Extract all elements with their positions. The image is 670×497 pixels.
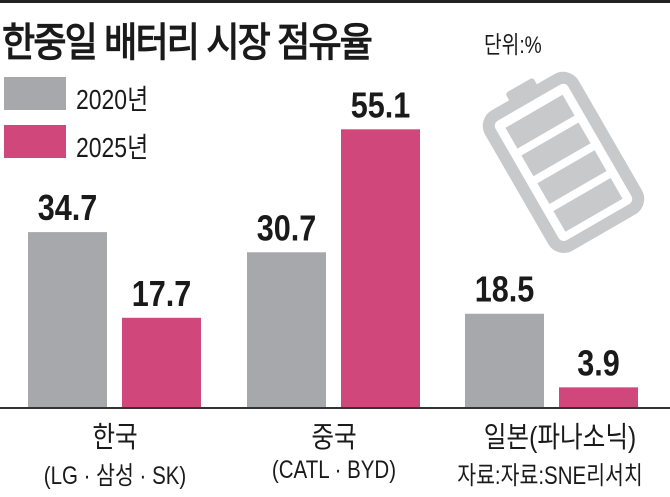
category-subtitle: (LG · 삼성 · SK) [43, 462, 187, 490]
data-label: 18.5 [475, 271, 535, 311]
data-label: 55.1 [351, 86, 411, 126]
source-note: 자료:자료:SNE리서치 [457, 462, 643, 490]
legend-swatch-2025 [4, 125, 66, 158]
data-label: 17.7 [132, 275, 192, 315]
bar-2020년-0 [28, 232, 107, 407]
bar-2020년-1 [247, 252, 326, 407]
category-label: 일본(파나소닉) [483, 422, 637, 454]
bar-2025년-0 [122, 317, 201, 407]
bar-2020년-2 [465, 313, 544, 407]
legend-swatch-2020 [4, 77, 66, 110]
legend-label-2020: 2020년 [76, 84, 149, 115]
chart-title: 한중일 배터리 시장 점유율 [2, 21, 373, 65]
category-label: 중국 [311, 422, 357, 454]
data-label: 34.7 [38, 189, 98, 229]
legend-label-2025: 2025년 [76, 132, 149, 163]
data-label: 30.7 [257, 209, 317, 249]
bar-2025년-1 [341, 129, 420, 407]
battery-icon [482, 71, 645, 253]
unit-label: 단위:% [484, 32, 542, 59]
category-subtitle: (CATL · BYD) [271, 456, 397, 484]
bar-2025년-2 [559, 387, 638, 407]
data-label: 3.9 [577, 344, 620, 384]
top-rule [0, 0, 670, 3]
category-label: 한국 [92, 422, 138, 454]
